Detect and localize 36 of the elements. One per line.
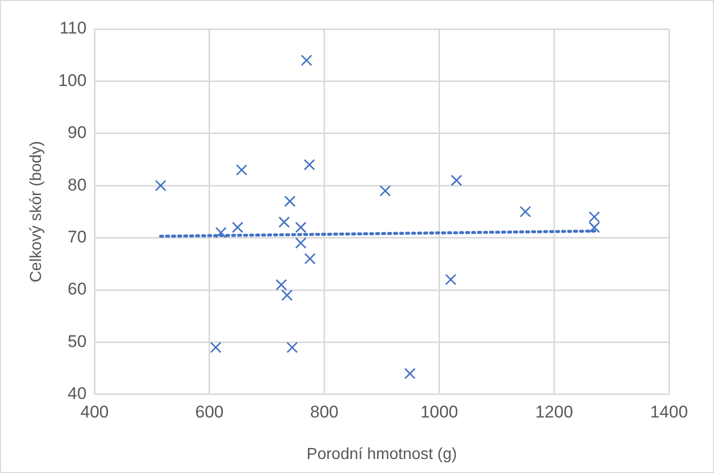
point bbox=[520, 206, 532, 218]
point bbox=[284, 196, 296, 207]
y-axis-title: Celkový skór (body) bbox=[28, 141, 46, 282]
y-tick-label: 100 bbox=[58, 70, 87, 90]
point bbox=[281, 290, 293, 301]
x-tick-label: 800 bbox=[310, 402, 339, 422]
x-tick-label: 400 bbox=[80, 402, 109, 422]
point bbox=[276, 279, 287, 290]
point bbox=[232, 222, 244, 234]
point bbox=[304, 159, 316, 170]
x-tick-label: 1000 bbox=[420, 402, 458, 422]
point bbox=[286, 342, 298, 354]
y-tick-label: 40 bbox=[68, 384, 87, 404]
point bbox=[450, 174, 462, 186]
y-tick-label: 90 bbox=[68, 123, 87, 142]
point bbox=[304, 252, 316, 264]
y-tick-label: 60 bbox=[68, 280, 87, 299]
point bbox=[154, 180, 166, 192]
y-tick-label: 70 bbox=[68, 227, 87, 246]
point bbox=[215, 226, 227, 238]
point bbox=[236, 164, 248, 176]
point bbox=[404, 368, 416, 380]
x-tick-label: 600 bbox=[195, 402, 224, 422]
x-tick-label: 1400 bbox=[650, 402, 688, 422]
point bbox=[278, 216, 290, 228]
point bbox=[300, 54, 312, 66]
x-axis-title: Porodní hmotnost (g) bbox=[306, 446, 457, 463]
point bbox=[380, 185, 391, 197]
x-tick-label: 1200 bbox=[535, 402, 574, 422]
y-tick-label: 80 bbox=[68, 175, 87, 194]
point bbox=[210, 342, 222, 354]
y-tick-label: 110 bbox=[59, 18, 87, 38]
point bbox=[295, 222, 306, 234]
point bbox=[295, 237, 306, 249]
y-tick-label: 50 bbox=[68, 332, 87, 351]
point bbox=[445, 274, 456, 286]
